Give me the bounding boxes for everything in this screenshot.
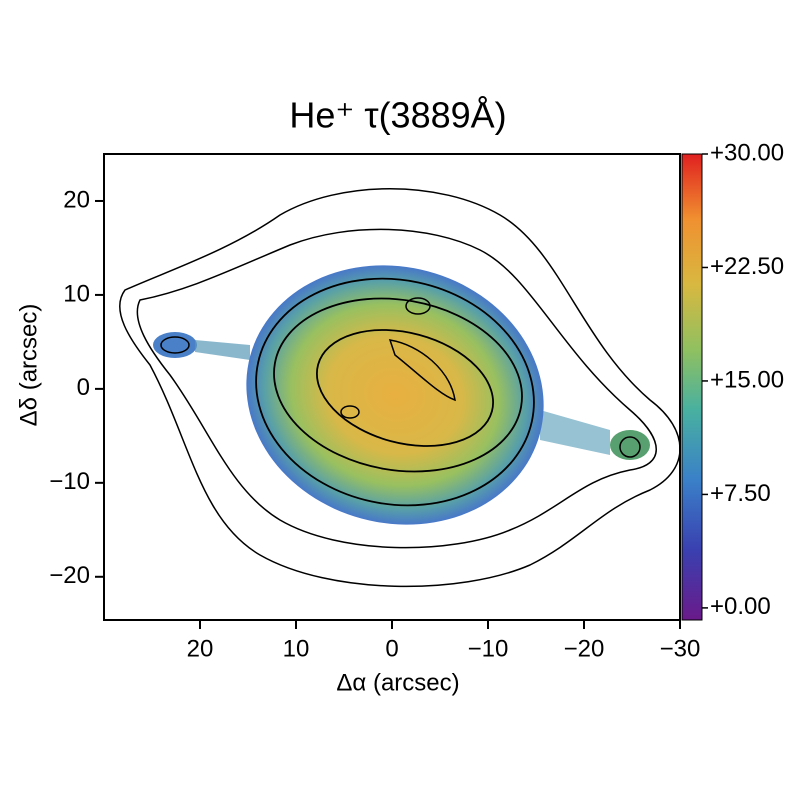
x-tick-label: 20 [187,635,214,662]
y-tick-label: −20 [49,562,90,589]
nebula-image [119,188,680,588]
contour [619,436,641,458]
y-tick-label: 20 [63,186,90,213]
y-tick-label: −10 [49,468,90,495]
y-axis-label: Δδ (arcsec) [15,304,42,427]
contour [316,329,494,447]
contour [136,228,657,549]
x-axis-label: Δα (arcsec) [336,669,459,696]
colorbar-tick-label: +0.00 [710,593,771,620]
contour [255,277,535,507]
colorbar-tick-label: +15.00 [710,366,784,393]
contour [405,297,431,315]
contour [388,339,456,402]
nebula-tail [610,430,650,460]
x-tick-label: 10 [283,635,310,662]
x-tick-label: −30 [660,635,701,662]
nebula-body [246,265,544,525]
colorbar-tick-label: +7.50 [710,480,771,507]
x-tick-label: 0 [385,635,398,662]
contour [340,405,360,419]
y-tick-label: 10 [63,280,90,307]
colorbar-tick-label: +22.50 [710,253,784,280]
x-tick-label: −20 [564,635,605,662]
x-tick-label: −10 [468,635,509,662]
colorbar [681,153,703,621]
y-tick-label: 0 [77,374,90,401]
nebula-tail [195,340,250,360]
contour [119,188,680,588]
colorbar-tick-label: +30.00 [710,139,784,166]
nebula-tail [540,410,610,455]
contour [273,297,523,473]
chart-title: He⁺ τ(3889Å) [289,95,506,136]
nebula-tail [153,332,197,358]
contour [160,336,190,354]
